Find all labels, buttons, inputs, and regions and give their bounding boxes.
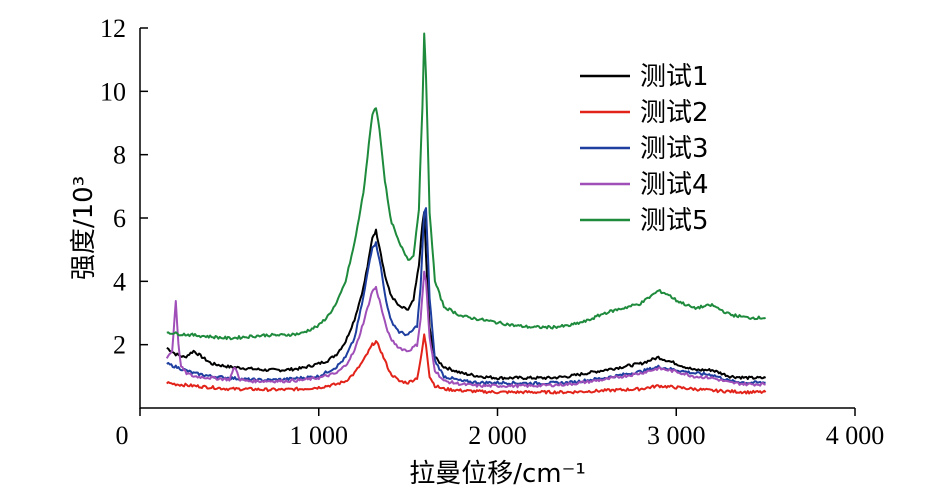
series-line-1 [166,211,767,381]
y-tick-label: 4 [113,267,126,296]
x-axis-title: 拉曼位移/cm⁻¹ [409,459,586,489]
x-axis-ticks: 0 1 000 2 000 3 000 4 000 [116,408,885,450]
legend-label-1: 测试1 [640,62,709,92]
y-tick-label: 6 [113,204,126,233]
axes [139,28,855,409]
y-tick-label: 10 [100,77,126,106]
series-layer [165,32,767,395]
y-axis-ticks: 2 4 6 8 10 12 [100,14,148,360]
y-tick-label: 2 [113,331,126,360]
x-tick-label: 2 000 [468,421,527,450]
y-tick-label: 8 [113,141,126,170]
legend: 测试1 测试2 测试3 测试4 测试5 [580,62,709,236]
x-tick-label: 1 000 [290,421,349,450]
y-tick-label: 12 [100,14,126,43]
legend-label-2: 测试2 [640,98,709,128]
legend-label-4: 测试4 [640,170,709,200]
x-tick-label: 3 000 [647,421,706,450]
legend-label-5: 测试5 [640,206,709,236]
series-line-5 [166,32,766,341]
x-tick-label: 0 [116,421,129,450]
y-axis-title: 强度/10³ [69,176,99,280]
series-line-4 [165,270,766,389]
series-line-2 [166,333,767,395]
x-tick-label: 4 000 [826,421,885,450]
legend-label-3: 测试3 [640,134,709,164]
